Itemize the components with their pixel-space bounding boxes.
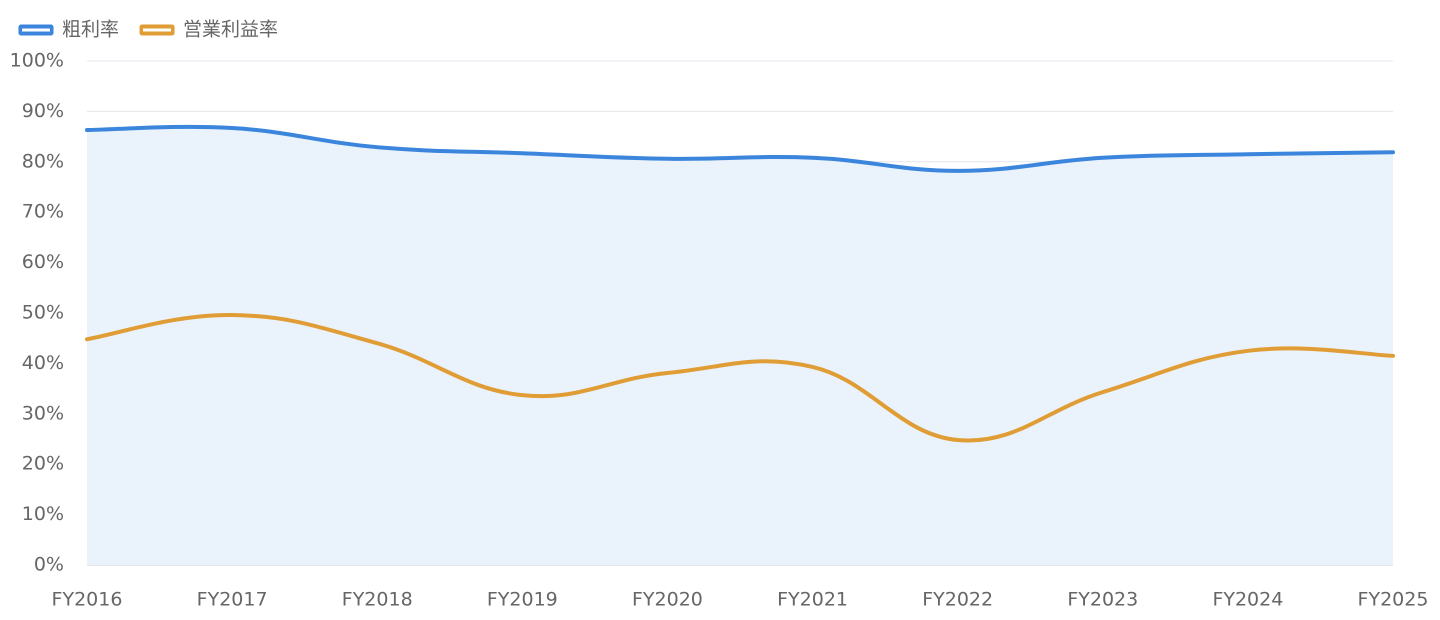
legend-label: 営業利益率 xyxy=(183,19,278,41)
y-tick-label: 70% xyxy=(22,201,64,223)
x-tick-label: FY2022 xyxy=(922,589,993,611)
areas xyxy=(87,126,1393,566)
area xyxy=(87,126,1393,566)
x-tick-label: FY2017 xyxy=(197,589,268,611)
legend-label: 粗利率 xyxy=(62,19,119,41)
x-tick-label: FY2018 xyxy=(342,589,413,611)
line xyxy=(85,124,1395,173)
y-tick-label: 20% xyxy=(22,453,64,475)
x-tick-label: FY2024 xyxy=(1212,589,1283,611)
legend-swatch-inner xyxy=(22,28,50,32)
x-tick-label: FY2025 xyxy=(1358,589,1429,611)
y-tick-label: 50% xyxy=(22,302,64,324)
y-tick-label: 100% xyxy=(10,50,64,72)
y-tick-label: 40% xyxy=(22,352,64,374)
y-tick-label: 60% xyxy=(22,251,64,273)
y-tick-label: 30% xyxy=(22,402,64,424)
legend-swatch-inner xyxy=(143,28,172,32)
y-tick-label: 0% xyxy=(34,554,64,576)
line xyxy=(85,313,1395,443)
x-tick-label: FY2016 xyxy=(52,589,123,611)
x-tick-label: FY2021 xyxy=(777,589,848,611)
lines xyxy=(85,124,1395,443)
y-tick-label: 90% xyxy=(22,100,64,122)
x-tick-label: FY2023 xyxy=(1067,589,1138,611)
y-tick-label: 10% xyxy=(22,503,64,525)
x-tick-label: FY2020 xyxy=(632,589,703,611)
x-tick-label: FY2019 xyxy=(487,589,558,611)
y-tick-label: 80% xyxy=(22,150,64,172)
